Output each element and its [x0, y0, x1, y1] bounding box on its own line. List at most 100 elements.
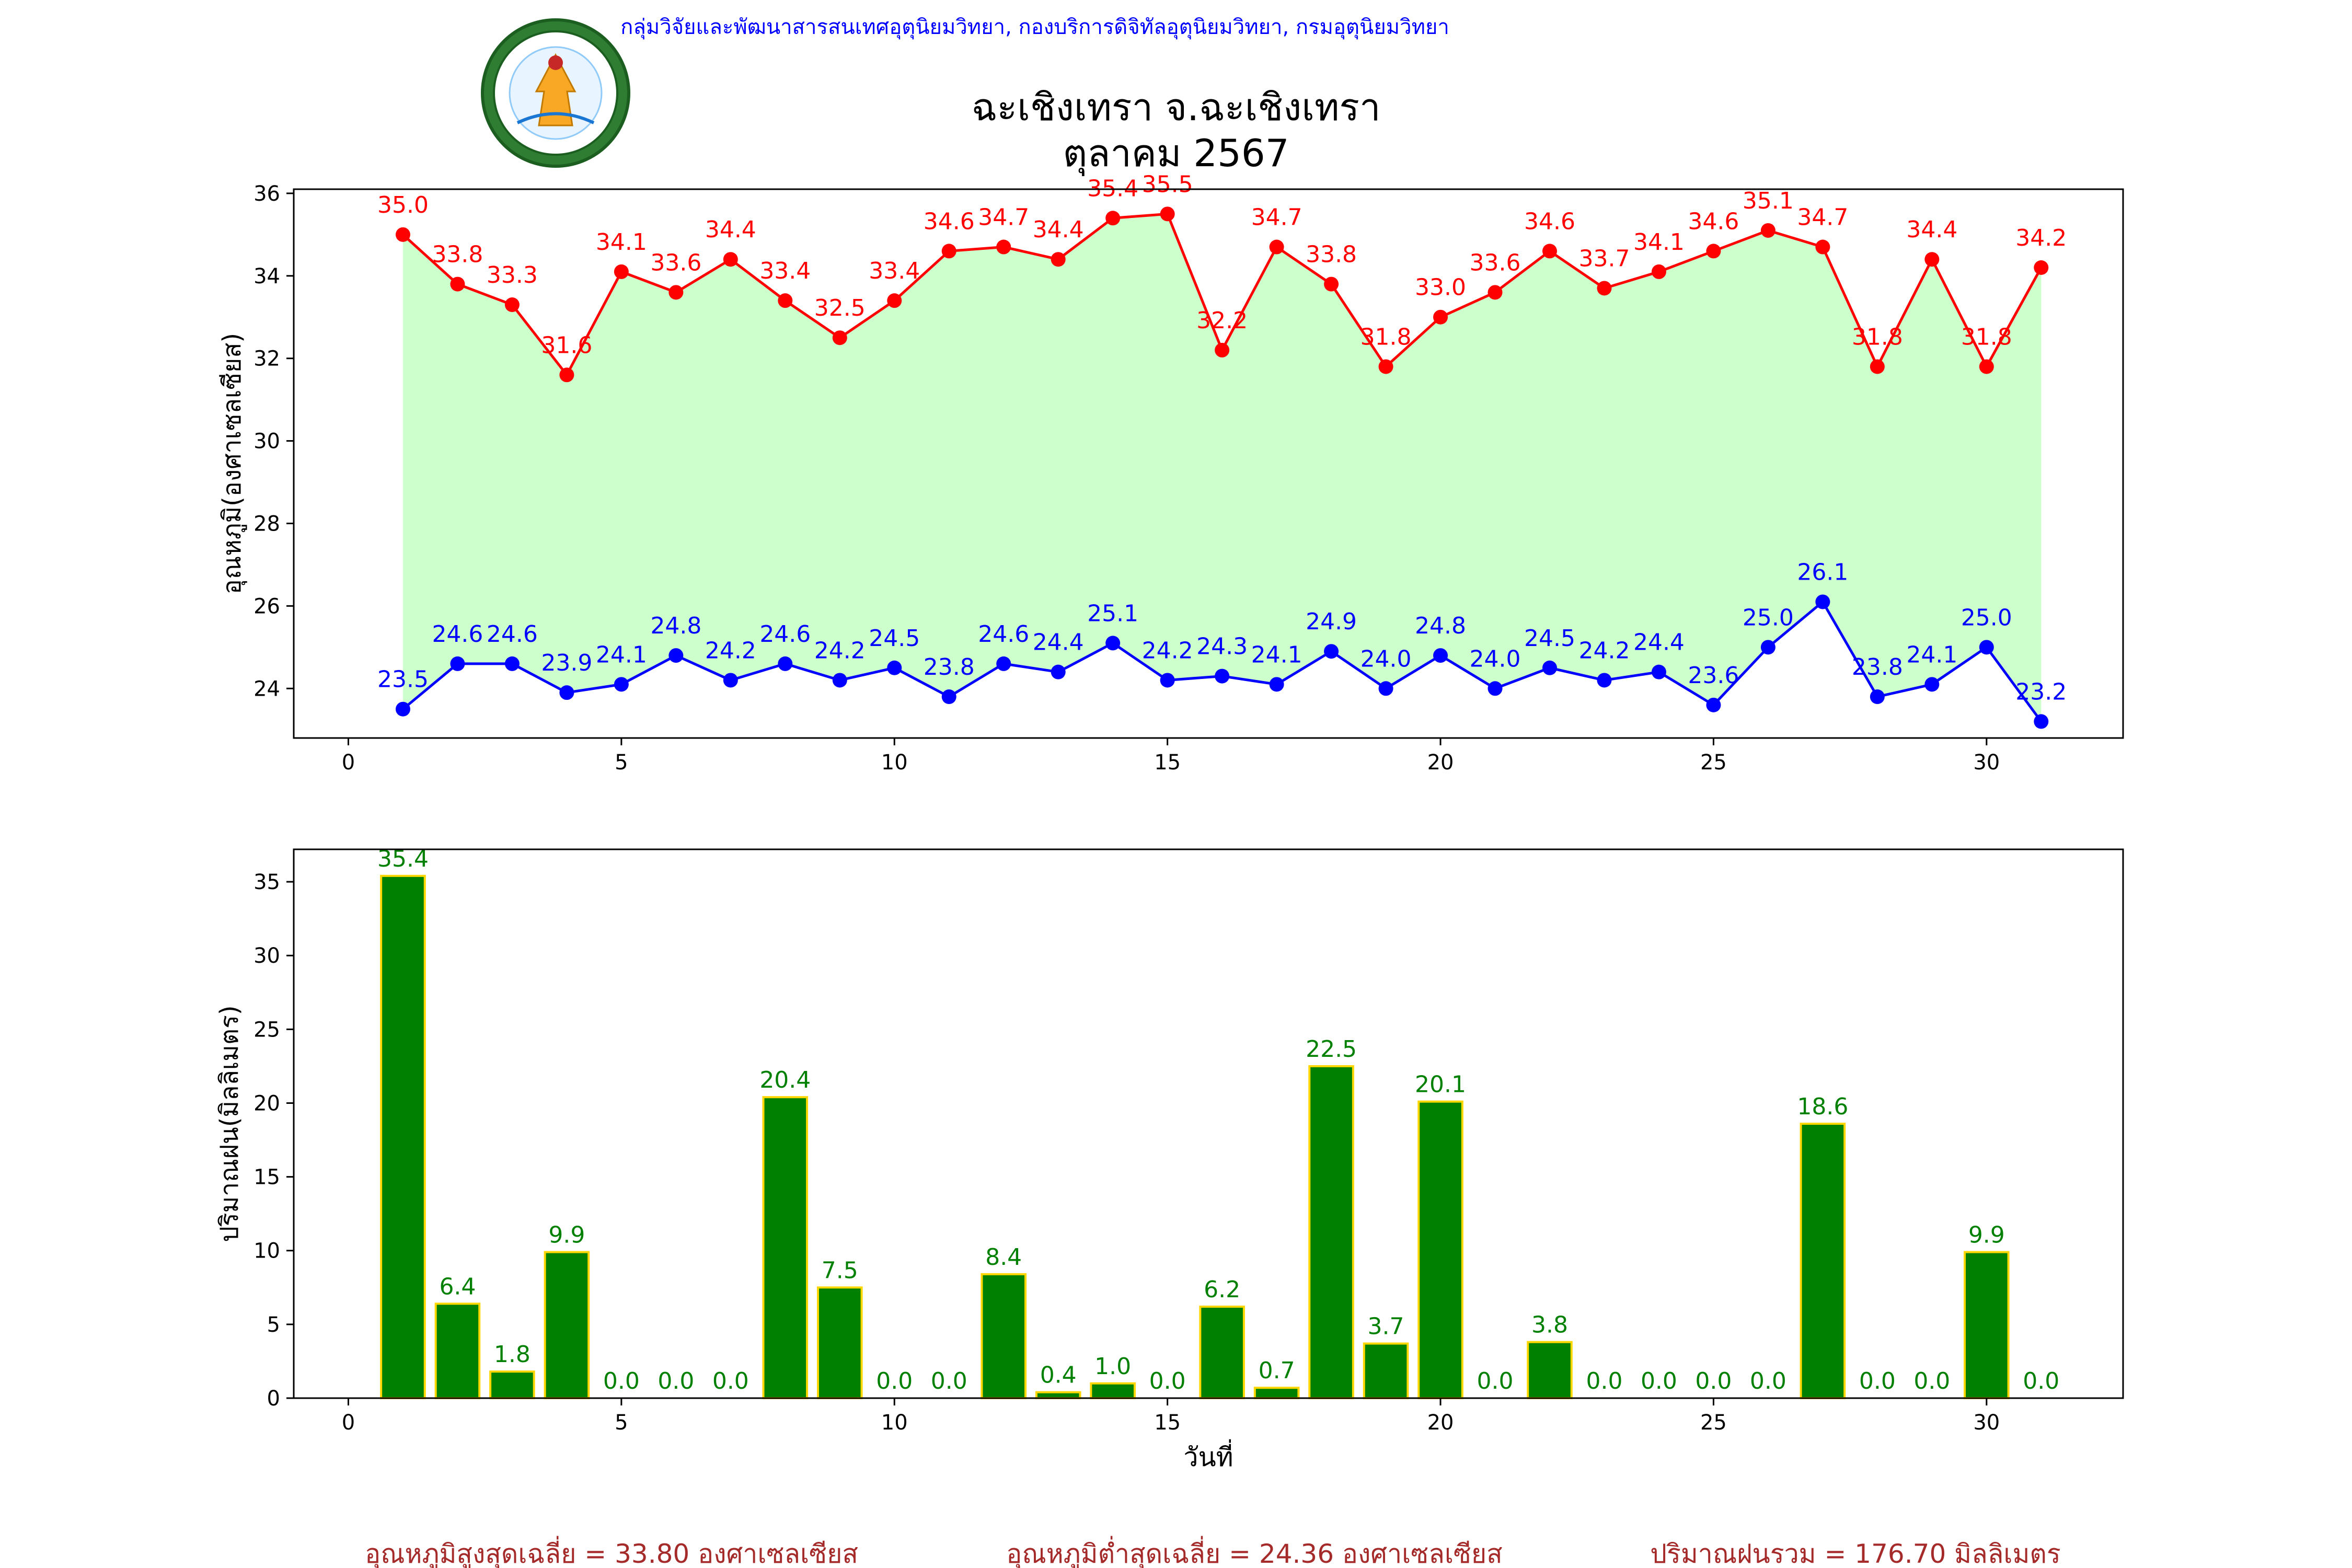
- x-tick-label: 25: [1700, 1411, 1727, 1435]
- rain-bar-label: 0.0: [1913, 1368, 1950, 1394]
- min-temperature-point: [1324, 644, 1339, 659]
- max-temperature-point: [1215, 342, 1230, 358]
- max-temperature-point: [1706, 244, 1721, 259]
- max-temperature-point: [1597, 281, 1612, 296]
- min-temperature-label: 24.6: [487, 621, 538, 648]
- rain-bar: [544, 1251, 590, 1399]
- max-temperature-point: [395, 227, 410, 242]
- max-temperature-label: 32.2: [1196, 307, 1248, 334]
- max-temperature-point: [1269, 239, 1284, 255]
- rainfall-x-axis-label: วันที่: [1183, 1439, 1233, 1472]
- x-tick-label: 5: [615, 751, 628, 775]
- rain-bar: [380, 874, 426, 1399]
- min-temperature-label: 24.3: [1196, 633, 1248, 660]
- max-temperature-label: 33.3: [487, 262, 538, 289]
- max-temperature-label: 34.7: [1797, 204, 1848, 231]
- rain-bar-label: 1.8: [494, 1341, 531, 1368]
- min-temperature-label: 24.1: [1906, 641, 1957, 668]
- min-temperature-label: 23.9: [541, 650, 592, 676]
- rain-bar: [1800, 1123, 1846, 1399]
- min-temperature-label: 24.0: [1470, 645, 1521, 672]
- rain-bar-label: 0.0: [603, 1368, 640, 1394]
- x-axis-ticks: 0 5 10 15 20 25 30: [342, 1398, 2000, 1435]
- min-temperature-point: [1160, 673, 1175, 688]
- min-temperature-label: 26.1: [1797, 559, 1848, 585]
- min-temperature-label: 23.8: [924, 654, 975, 681]
- rain-bar-label: 22.5: [1306, 1036, 1357, 1063]
- rain-bar-label: 0.0: [1641, 1368, 1677, 1394]
- max-temperature-point: [1760, 223, 1775, 238]
- min-temperature-point: [1269, 677, 1284, 692]
- rain-bar: [1199, 1306, 1245, 1399]
- max-temperature-label: 33.8: [1306, 241, 1357, 268]
- min-temperature-point: [996, 656, 1011, 671]
- max-temperature-point: [1870, 359, 1885, 374]
- max-temperature-point: [1924, 252, 1940, 267]
- max-temperature-point: [1378, 359, 1393, 374]
- max-temperature-label: 33.4: [759, 258, 811, 284]
- max-temperature-point: [1979, 359, 1994, 374]
- rain-bar-label: 7.5: [822, 1257, 858, 1284]
- max-temperature-point: [614, 264, 629, 279]
- x-tick-label: 25: [1700, 751, 1727, 775]
- max-temperature-label: 31.8: [1961, 324, 2012, 350]
- max-temperature-point: [1488, 285, 1503, 300]
- rain-bar: [1308, 1065, 1354, 1399]
- y-tick-label: 20: [253, 1091, 280, 1115]
- min-temperature-point: [1105, 636, 1121, 651]
- min-temperature-point: [1706, 697, 1721, 712]
- x-axis-ticks: 0 5 10 15 20 25 30: [342, 738, 2000, 775]
- rain-bar-label: 6.4: [439, 1273, 476, 1300]
- max-temperature-label: 34.6: [1524, 208, 1575, 235]
- rain-bar-label: 0.7: [1259, 1357, 1295, 1384]
- rain-bar-label: 0.4: [1040, 1362, 1077, 1389]
- min-temperature-label: 24.2: [1142, 637, 1193, 664]
- min-temperature-label: 25.1: [1087, 600, 1138, 627]
- min-temperature-point: [1597, 673, 1612, 688]
- rain-bar-label: 0.0: [2023, 1368, 2059, 1394]
- rain-bar-label: 6.2: [1204, 1276, 1240, 1303]
- bars-layer: [380, 874, 2010, 1400]
- rain-bar: [1253, 1387, 1300, 1400]
- min-temperature-point: [559, 685, 574, 700]
- rain-bar: [434, 1302, 481, 1399]
- rain-bar: [1035, 1391, 1081, 1400]
- min-temperature-point: [1979, 640, 1994, 655]
- x-tick-label: 5: [615, 1411, 628, 1435]
- min-temperature-point: [1924, 677, 1940, 692]
- min-temperature-point: [832, 673, 847, 688]
- min-temperature-point: [1378, 681, 1393, 696]
- min-temperature-label: 25.0: [1743, 604, 1794, 631]
- max-temperature-label: 33.0: [1415, 274, 1466, 301]
- rain-bar: [1964, 1251, 2010, 1399]
- rain-bar-label: 0.0: [1750, 1368, 1786, 1394]
- rain-bar: [981, 1273, 1027, 1400]
- fill-between-layer: [402, 214, 2042, 722]
- min-temperature-point: [614, 677, 629, 692]
- x-tick-label: 20: [1427, 751, 1454, 775]
- min-temperature-label: 23.2: [2015, 678, 2067, 705]
- x-tick-label: 10: [881, 751, 908, 775]
- min-temperature-label: 24.4: [1633, 629, 1685, 656]
- x-tick-label: 30: [1973, 751, 2000, 775]
- min-temperature-label: 24.6: [432, 621, 483, 648]
- rain-bar-label: 20.1: [1415, 1071, 1466, 1098]
- min-temperature-point: [723, 673, 738, 688]
- max-temperature-label: 34.4: [1906, 216, 1957, 243]
- rain-bar-label: 8.4: [985, 1244, 1022, 1271]
- rain-bar-label: 9.9: [1968, 1222, 2005, 1249]
- max-temperature-label: 33.8: [432, 241, 483, 268]
- x-tick-label: 15: [1154, 751, 1181, 775]
- summary-total-rain: ปริมาณฝนรวม = 176.70 มิลลิเมตร: [1650, 1539, 2061, 1568]
- max-temperature-point: [723, 252, 738, 267]
- y-tick-label: 36: [253, 182, 280, 206]
- summary-avg-max: อุณหภูมิสูงสุดเฉลี่ย = 33.80 องศาเซลเซีย…: [365, 1536, 858, 1568]
- max-temperature-label: 35.0: [377, 192, 429, 218]
- max-temperature-label: 31.6: [541, 332, 592, 359]
- y-tick-label: 28: [253, 512, 280, 536]
- rain-bar-label: 0.0: [1586, 1368, 1622, 1394]
- max-temperature-label: 35.1: [1743, 188, 1794, 214]
- min-temperature-point: [1433, 648, 1448, 663]
- max-temperature-label: 31.8: [1852, 324, 1903, 350]
- max-temperature-point: [1815, 239, 1830, 255]
